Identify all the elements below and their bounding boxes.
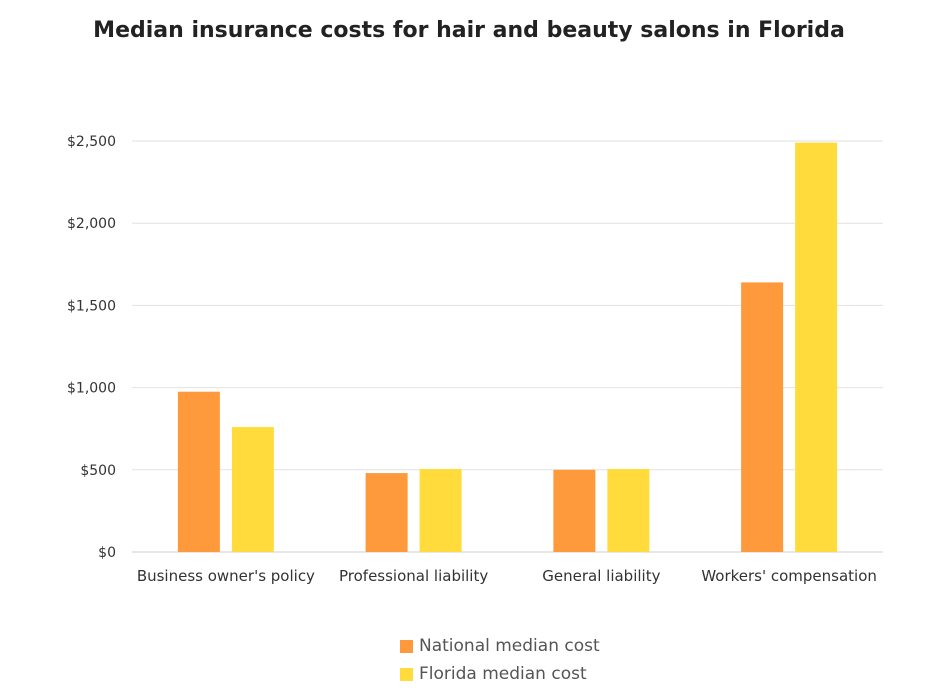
legend: National median cost Florida median cost	[400, 632, 600, 688]
bar-national	[177, 391, 220, 552]
bar-national	[553, 469, 596, 552]
bar-national	[741, 282, 784, 552]
legend-swatch-national	[400, 639, 413, 653]
y-tick-label: $2,500	[67, 134, 116, 150]
bar-florida	[231, 427, 274, 552]
chart-title: Median insurance costs for hair and beau…	[93, 18, 845, 43]
x-category-label: Professional liability	[339, 567, 488, 585]
y-tick-label: $0	[98, 545, 116, 561]
y-tick-label: $1,500	[67, 298, 116, 314]
legend-label-florida: Florida median cost	[419, 664, 587, 684]
y-tick-label: $500	[80, 463, 116, 479]
bar-florida	[607, 468, 650, 552]
x-category-label: Business owner's policy	[137, 567, 315, 585]
y-tick-label: $2,000	[67, 216, 116, 232]
bar-florida	[419, 468, 462, 552]
x-category-label: General liability	[542, 567, 660, 585]
x-category-label: Workers' compensation	[701, 567, 877, 585]
legend-swatch-florida	[400, 667, 413, 681]
legend-item-florida: Florida median cost	[400, 660, 600, 688]
bar-florida	[795, 142, 838, 553]
bar-national	[365, 473, 408, 552]
y-tick-label: $1,000	[67, 381, 116, 397]
legend-item-national: National median cost	[400, 632, 600, 660]
legend-label-national: National median cost	[419, 636, 600, 656]
